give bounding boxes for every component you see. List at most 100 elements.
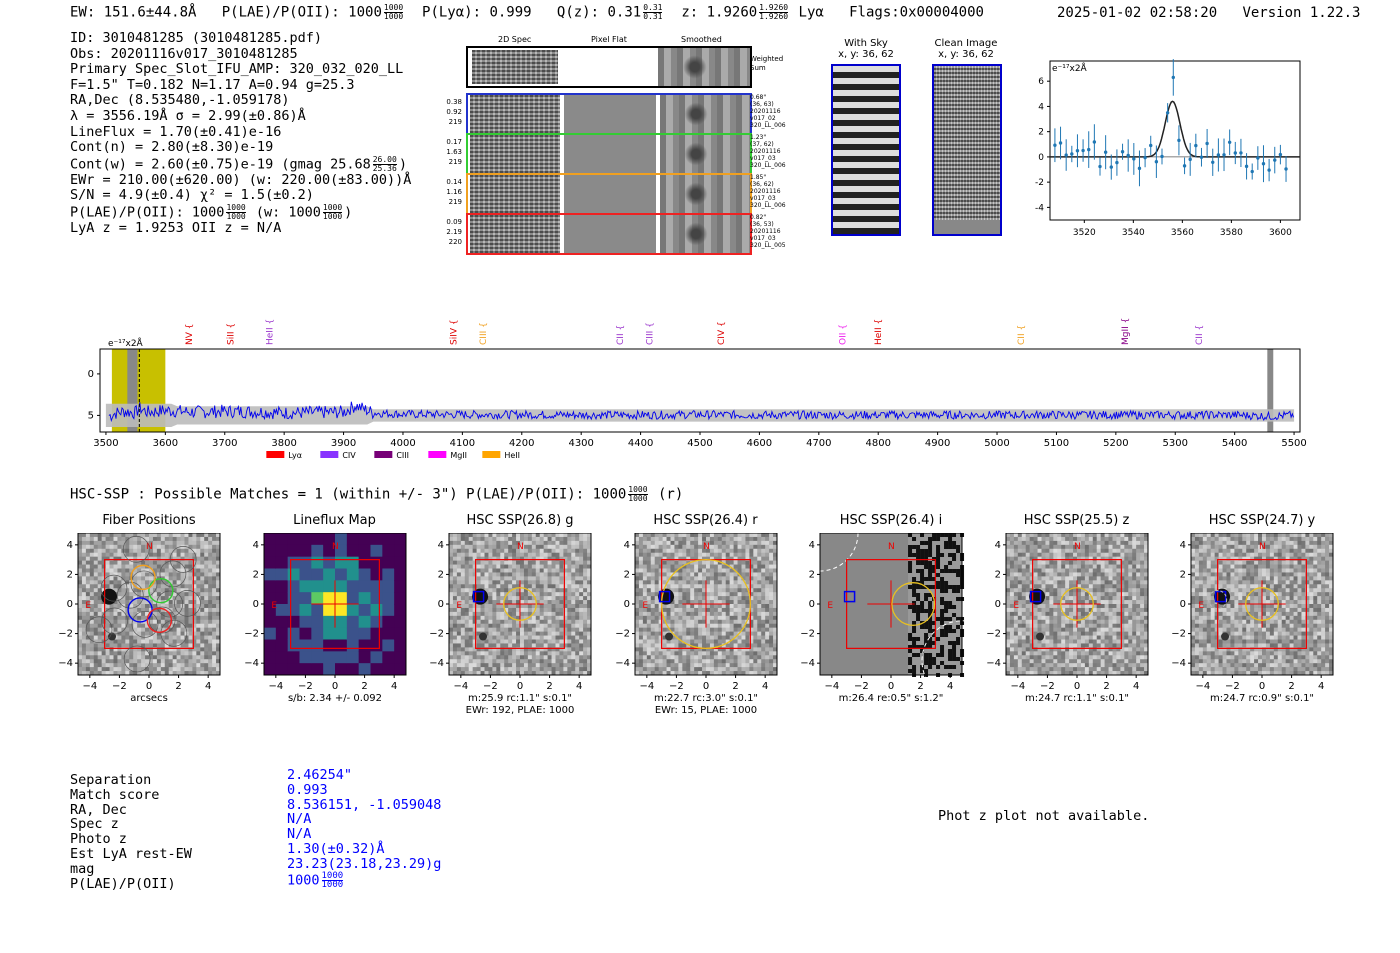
hsc-pixel xyxy=(744,580,750,585)
hsc-pixel xyxy=(772,671,777,676)
hsc-pixel xyxy=(208,592,213,597)
hsc-pixel xyxy=(105,584,110,589)
hsc-pixel xyxy=(1009,615,1014,621)
hsc-xtick-label: 2 xyxy=(361,681,367,692)
hsc-pixel xyxy=(539,663,544,668)
hsc-pixel xyxy=(109,564,114,569)
hsc-pixel xyxy=(741,643,746,648)
hsc-pixel xyxy=(737,611,742,617)
hsc-pixel xyxy=(145,611,150,617)
cutout-pixelflat xyxy=(564,135,656,173)
hsc-i-noise xyxy=(916,561,921,565)
hsc-pixel xyxy=(721,619,726,625)
hsc-pixel xyxy=(737,564,742,569)
hsc-i-noise xyxy=(944,585,949,589)
hsc-pixel xyxy=(1033,556,1038,561)
hsc-pixel xyxy=(168,533,173,538)
hsc-pixel xyxy=(133,552,138,557)
hsc-pixel xyxy=(567,611,572,617)
hsc-pixel xyxy=(713,592,718,597)
lineflux-cell xyxy=(346,627,359,640)
hsc-pixel xyxy=(168,592,173,597)
hsc-pixel xyxy=(741,540,746,546)
hsc-pixel xyxy=(1005,659,1010,664)
lineflux-cell xyxy=(322,615,335,629)
hsc-pixel xyxy=(1009,548,1014,554)
hsc-pixel xyxy=(567,607,572,613)
hsc-pixel xyxy=(156,572,162,577)
hsc-pixel xyxy=(764,647,769,652)
hsc-pixel xyxy=(1033,572,1038,577)
hsc-pixel xyxy=(673,544,679,550)
hsc-pixel xyxy=(1021,604,1026,609)
hsc-pixel xyxy=(638,533,643,538)
hsc-pixel xyxy=(97,576,102,581)
hsc-pixel xyxy=(449,568,454,573)
hsc-pixel xyxy=(760,540,765,546)
hsc-pixel xyxy=(164,647,170,652)
hsc-pixel xyxy=(516,588,521,593)
hsc-pixel xyxy=(113,540,118,546)
hsc-pixel xyxy=(744,623,750,628)
zoom-unit-label: e⁻¹⁷x2Å xyxy=(1052,62,1088,74)
hsc-pixel xyxy=(713,572,718,577)
spec-legend-swatch xyxy=(374,451,393,458)
hsc-pixel xyxy=(654,667,659,672)
hsc-pixel xyxy=(650,663,655,668)
hsc-pixel xyxy=(516,619,521,625)
hsc-pixel xyxy=(638,643,643,648)
hsc-pixel xyxy=(531,651,537,656)
hsc-pixel xyxy=(460,596,466,601)
hsc-pixel xyxy=(760,607,765,613)
hsc-pixel xyxy=(701,560,706,565)
hsc-pixel xyxy=(646,667,651,672)
hsc-pixel xyxy=(535,663,541,668)
hsc-pixel xyxy=(642,663,647,668)
hsc-pixel xyxy=(78,560,83,565)
info-primary: Primary Spec_Slot_IFU_AMP: 320_032_020_L… xyxy=(70,61,404,78)
hsc-pixel xyxy=(670,533,675,538)
hsc-pixel xyxy=(768,627,773,632)
hsc-pixel xyxy=(192,592,197,597)
hsc-pixel xyxy=(212,544,217,550)
hsc-pixel xyxy=(93,600,99,605)
hsc-i-noise xyxy=(908,645,913,649)
hsc-pixel xyxy=(188,596,193,601)
hsc-pixel xyxy=(681,643,687,648)
hsc-pixel xyxy=(693,584,698,589)
hsc-pixel xyxy=(658,611,663,617)
hsc-pixel xyxy=(480,619,485,625)
hsc-pixel xyxy=(200,659,205,664)
hsc-pixel xyxy=(520,611,525,617)
hsc-pixel xyxy=(93,596,99,601)
hsc-pixel xyxy=(677,548,683,554)
hsc-pixel xyxy=(101,671,106,676)
hsc-pixel xyxy=(105,635,110,640)
hsc-pixel xyxy=(141,655,146,660)
spec-line-label: SiIV { xyxy=(449,319,459,345)
hsc-pixel xyxy=(216,651,221,656)
lineflux-cell xyxy=(263,604,276,617)
hsc-pixel xyxy=(137,643,142,648)
hsc-pixel xyxy=(1033,576,1038,581)
hsc-pixel xyxy=(654,604,659,609)
hsc-pixel xyxy=(109,607,114,613)
hsc-pixel xyxy=(89,572,95,577)
cutout-row xyxy=(466,173,752,215)
hsc-pixel xyxy=(705,611,710,617)
hsc-pixel xyxy=(121,607,126,613)
hsc-pixel xyxy=(208,604,213,609)
hsc-pixel xyxy=(496,659,501,664)
hsc-pixel xyxy=(638,584,643,589)
hsc-pixel xyxy=(78,533,83,538)
hsc-i-noise xyxy=(928,573,933,577)
hsc-pixel xyxy=(713,607,718,613)
hsc-pixel xyxy=(172,540,177,546)
hsc-pixel xyxy=(464,560,470,565)
hsc-pixel xyxy=(1021,556,1026,561)
hsc-pixel xyxy=(484,623,489,628)
hsc-pixel xyxy=(760,592,765,597)
hsc-pixel xyxy=(101,580,106,585)
hsc-pixel xyxy=(449,560,454,565)
